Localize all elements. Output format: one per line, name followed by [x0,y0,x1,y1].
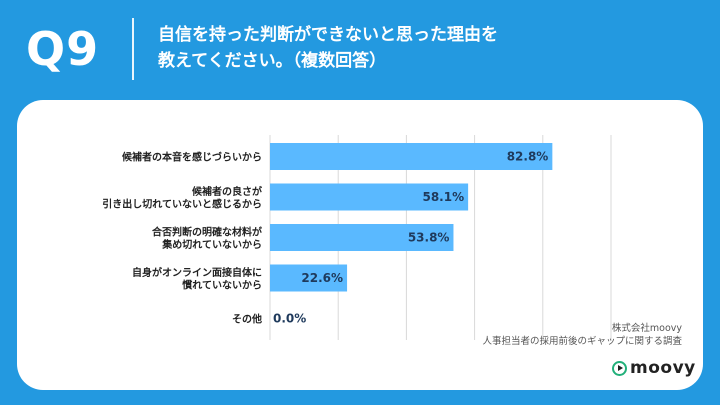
category-label: 引き出し切れていないと感じるから [102,197,262,210]
category-label: 候補者の本音を感じづらいから [122,151,262,164]
category-label: 候補者の良さが [192,185,263,198]
play-circle-icon [612,360,627,376]
question-title-line2: 教えてください。（複数回答） [158,51,387,71]
moovy-logo: moovy [612,358,696,378]
category-label: 慣れていないから [181,278,262,291]
question-title-line1: 自信を持った判断ができないと思った理由を [158,25,498,45]
question-title: 自信を持った判断ができないと思った理由を 教えてください。（複数回答） [158,22,678,74]
data-label: 22.6% [301,271,343,285]
data-label: 0.0% [273,312,306,326]
bar [270,224,454,251]
bar [270,264,348,292]
category-label: 集め切れていないから [161,238,262,251]
header-divider [132,18,134,80]
data-label: 58.1% [422,190,464,204]
logo-text: moovy [630,358,696,378]
category-label: その他 [232,313,262,326]
category-label: 合否判断の明確な材料が [151,225,263,238]
bar [270,183,469,211]
source-company: 株式会社moovy [611,323,682,334]
data-label: 82.8% [507,150,549,164]
bar [270,143,553,170]
source-note: 株式会社moovy 人事担当者の採用前後のギャップに関する調査 [482,322,682,348]
source-survey: 人事担当者の採用前後のギャップに関する調査 [482,336,682,347]
category-label: 自身がオンライン面接自体に [132,266,262,279]
question-number: Q9 [26,22,100,76]
header: Q9 自信を持った判断ができないと思った理由を 教えてください。（複数回答） [0,0,720,100]
data-label: 53.8% [408,231,450,245]
